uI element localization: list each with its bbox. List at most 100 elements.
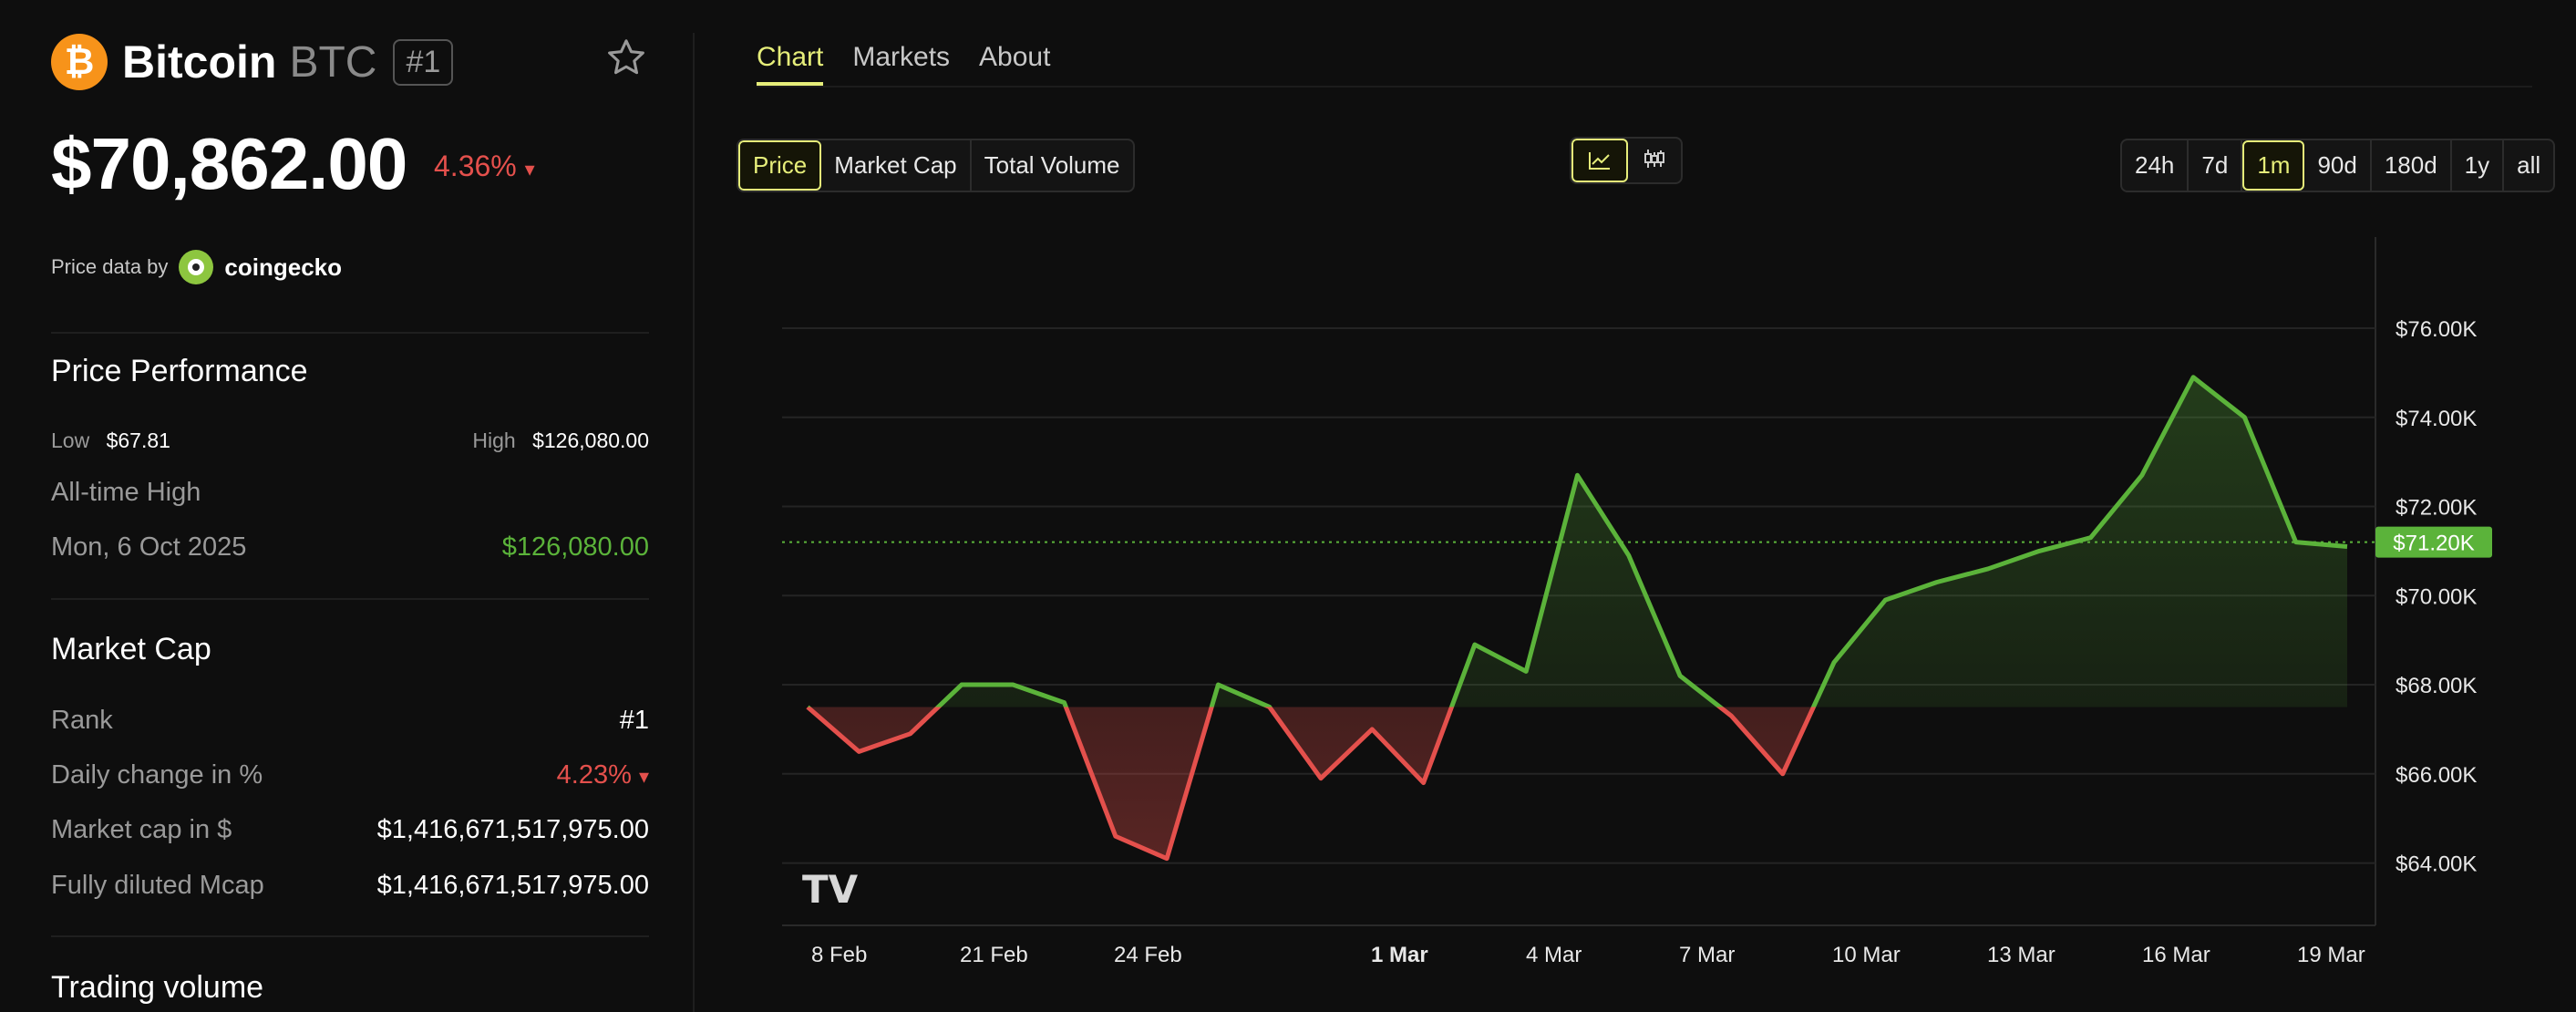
- range-1y-button[interactable]: 1y: [2452, 140, 2505, 191]
- coingecko-logo-icon: [179, 250, 214, 284]
- ath-label: All-time High: [51, 478, 201, 507]
- data-point[interactable]: [1572, 470, 1583, 480]
- data-point[interactable]: [1264, 701, 1275, 712]
- rank-label: Rank: [51, 706, 113, 735]
- low-value: $67.81: [106, 429, 170, 452]
- data-point[interactable]: [1623, 550, 1634, 561]
- area-below-baseline: [808, 707, 1814, 859]
- ath-value: $126,080.00: [501, 532, 649, 562]
- price-data-label: Price data by: [51, 255, 169, 278]
- y-tick-label: $66.00K: [2396, 763, 2477, 788]
- x-tick-label: 19 Mar: [2297, 943, 2365, 967]
- price-data-source-name[interactable]: coingecko: [224, 253, 342, 281]
- data-point[interactable]: [853, 746, 864, 757]
- market-cap-label: Market cap in $: [51, 815, 232, 844]
- data-point[interactable]: [956, 679, 967, 690]
- x-tick-label: 8 Feb: [811, 943, 867, 967]
- x-tick-label: 24 Feb: [1114, 943, 1182, 967]
- data-point[interactable]: [1161, 853, 1172, 864]
- x-tick-label: 4 Mar: [1526, 943, 1582, 967]
- data-point[interactable]: [2086, 532, 2097, 543]
- data-point[interactable]: [1829, 657, 1839, 668]
- data-point[interactable]: [1315, 773, 1326, 784]
- data-point[interactable]: [1880, 594, 1891, 605]
- data-point[interactable]: [1777, 769, 1788, 780]
- price-change-value: 4.36%: [434, 150, 517, 182]
- price-chart[interactable]: $64.00K $66.00K $68.00K $70.00K $72.00K $74.0…: [766, 237, 2552, 985]
- price-metric-button[interactable]: Price: [738, 140, 822, 191]
- market-cap-metric-button[interactable]: Market Cap: [821, 140, 972, 191]
- market-cap-row: Market cap in $ $1,416,671,517,975.00: [51, 815, 649, 845]
- ath-row: All-time High: [51, 478, 649, 508]
- data-point[interactable]: [1469, 639, 1480, 650]
- y-tick-label: $70.00K: [2396, 584, 2477, 609]
- data-point[interactable]: [1007, 679, 1018, 690]
- data-point[interactable]: [802, 701, 813, 712]
- high-value: $126,080.00: [532, 429, 649, 452]
- tab-chart[interactable]: Chart: [757, 42, 824, 86]
- down-arrow-icon: ▾: [524, 158, 535, 181]
- data-point[interactable]: [1983, 563, 1994, 574]
- x-tick-label: 7 Mar: [1679, 943, 1735, 967]
- data-point[interactable]: [2034, 545, 2045, 556]
- current-price-tag: [2375, 526, 2492, 558]
- bitcoin-logo-icon: ₿: [51, 34, 108, 90]
- data-point[interactable]: [1059, 697, 1070, 708]
- range-all-button[interactable]: all: [2517, 151, 2541, 179]
- ath-detail-row: Mon, 6 Oct 2025 $126,080.00: [51, 532, 649, 563]
- x-tick-label: 21 Feb: [960, 943, 1028, 967]
- range-180d-button[interactable]: 180d: [2372, 140, 2452, 191]
- fdv-row: Fully diluted Mcap $1,416,671,517,975.00: [51, 871, 649, 901]
- x-tick-label: 1 Mar: [1371, 943, 1428, 967]
- data-point[interactable]: [1674, 670, 1685, 681]
- tab-about[interactable]: About: [979, 42, 1051, 72]
- data-point[interactable]: [1520, 666, 1531, 676]
- rank-row: Rank #1: [51, 706, 649, 736]
- total-volume-metric-button[interactable]: Total Volume: [984, 151, 1120, 179]
- range-7d-button[interactable]: 7d: [2189, 140, 2243, 191]
- tab-markets[interactable]: Markets: [852, 42, 951, 72]
- tab-bar: Chart Markets About: [757, 42, 1050, 86]
- price-change: 4.36% ▾: [434, 150, 535, 183]
- data-point[interactable]: [2188, 372, 2199, 383]
- market-cap-title: Market Cap: [51, 632, 211, 666]
- daily-change-value: 4.23% ▾: [557, 760, 649, 790]
- range-90d-button[interactable]: 90d: [2304, 140, 2372, 191]
- x-tick-label: 10 Mar: [1832, 943, 1901, 967]
- data-point[interactable]: [905, 728, 916, 739]
- rank-badge: #1: [393, 38, 454, 86]
- market-cap-value: $1,416,671,517,975.00: [376, 815, 649, 844]
- data-point[interactable]: [1366, 724, 1377, 735]
- divider: [51, 332, 649, 334]
- price-data-source: Price data by coingecko: [51, 250, 342, 284]
- price-line-up: [807, 375, 2348, 707]
- y-tick-label: $72.00K: [2396, 496, 2477, 521]
- data-point[interactable]: [2239, 412, 2250, 423]
- chart-type-selector: [1570, 137, 1683, 184]
- daily-change-label: Daily change in %: [51, 760, 263, 790]
- low-high-row: Low $67.81 High $126,080.00: [51, 429, 649, 453]
- data-point[interactable]: [2137, 470, 2148, 480]
- coin-name: Bitcoin: [122, 36, 277, 88]
- area-above-baseline: [808, 377, 2347, 707]
- range-1m-button[interactable]: 1m: [2242, 140, 2305, 191]
- candlestick-icon[interactable]: [1628, 139, 1681, 179]
- price-chart-svg[interactable]: $64.00K $66.00K $68.00K $70.00K $72.00K $74.0…: [766, 237, 2552, 985]
- divider: [51, 935, 649, 937]
- x-tick-label: 16 Mar: [2142, 943, 2210, 967]
- star-icon[interactable]: [605, 36, 647, 78]
- data-point[interactable]: [1212, 679, 1223, 690]
- metric-selector: Price Market Cap Total Volume: [737, 139, 1135, 192]
- y-tick-label: $64.00K: [2396, 852, 2477, 877]
- tab-underline: [757, 86, 2532, 88]
- coin-info-panel: ₿ Bitcoin BTC #1 $70,862.00 4.36% ▾ Pric…: [0, 0, 693, 1012]
- data-point[interactable]: [1110, 831, 1121, 842]
- data-point[interactable]: [1418, 778, 1429, 789]
- coin-header: ₿ Bitcoin BTC #1: [51, 33, 454, 91]
- range-24h-button[interactable]: 24h: [2122, 140, 2190, 191]
- data-point[interactable]: [1932, 577, 1942, 588]
- data-point[interactable]: [1726, 710, 1736, 721]
- x-tick-label: 13 Mar: [1987, 943, 2056, 967]
- trading-volume-title: Trading volume: [51, 970, 264, 1005]
- line-chart-icon[interactable]: [1571, 139, 1628, 182]
